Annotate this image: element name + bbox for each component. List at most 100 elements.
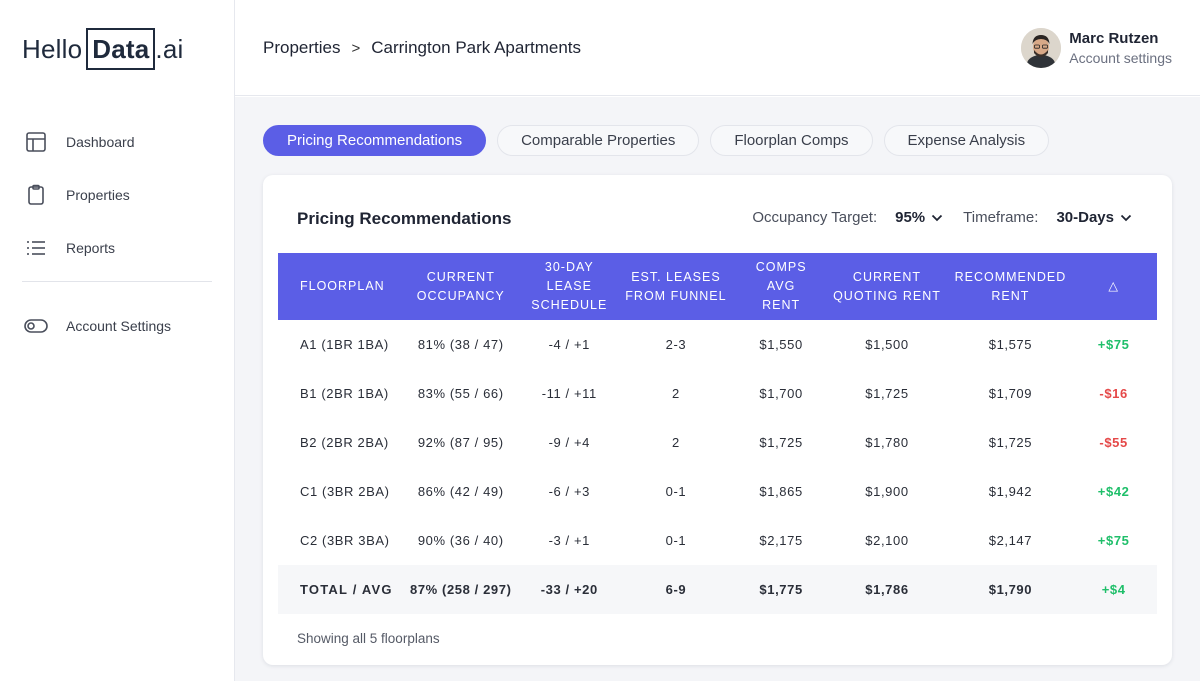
user-menu[interactable]: Marc Rutzen Account settings bbox=[1021, 28, 1172, 68]
sidebar-item-label: Reports bbox=[66, 240, 116, 256]
layout-icon bbox=[22, 128, 50, 156]
cell-floorplan: A1 (1BR 1BA) bbox=[300, 337, 389, 352]
cell-est-leases: 2 bbox=[672, 386, 680, 401]
cell-delta: +$4 bbox=[1101, 582, 1126, 597]
cell-delta: +$42 bbox=[1097, 484, 1130, 499]
cell-comps-avg-rent: $1,725 bbox=[759, 435, 803, 450]
cell-comps-avg-rent: $1,550 bbox=[759, 337, 803, 352]
tab-comparable-properties[interactable]: Comparable Properties bbox=[497, 125, 700, 156]
cell-comps-avg-rent: $1,700 bbox=[759, 386, 803, 401]
column-header-current-quoting-rent: Current Quoting Rent bbox=[833, 269, 941, 303]
chevron-down-icon bbox=[932, 214, 943, 221]
chevron-right-icon: > bbox=[351, 39, 361, 57]
cell-comps-avg-rent: $1,775 bbox=[759, 582, 803, 597]
logo[interactable]: Hello Data .ai bbox=[22, 28, 183, 70]
tab-expense-analysis[interactable]: Expense Analysis bbox=[883, 125, 1050, 156]
cell-current-occupancy: 87% (258 / 297) bbox=[410, 582, 512, 597]
cell-floorplan: C1 (3BR 2BA) bbox=[300, 484, 390, 499]
timeframe-dropdown[interactable]: 30-Days bbox=[1056, 209, 1132, 226]
sidebar-item-label: Properties bbox=[66, 187, 130, 203]
breadcrumb-root[interactable]: Properties bbox=[263, 38, 341, 57]
column-header-lease-schedule: 30-Day Lease Schedule bbox=[531, 260, 608, 312]
sidebar-item-properties[interactable]: Properties bbox=[22, 175, 212, 215]
cell-est-leases: 6-9 bbox=[665, 582, 687, 597]
tab-floorplan-comps[interactable]: Floorplan Comps bbox=[710, 125, 873, 156]
card-controls: Occupancy Target: 95% Timeframe: 30-Days bbox=[752, 209, 1132, 226]
breadcrumb-current: Carrington Park Apartments bbox=[371, 38, 582, 57]
sidebar-item-reports[interactable]: Reports bbox=[22, 228, 212, 268]
column-header-delta: △ bbox=[1108, 279, 1119, 293]
cell-floorplan: B1 (2BR 1BA) bbox=[300, 386, 389, 401]
cell-current-quoting-rent: $2,100 bbox=[865, 533, 909, 548]
user-name: Marc Rutzen bbox=[1069, 30, 1159, 47]
column-header-recommended-rent: Recommended Rent bbox=[954, 269, 1067, 303]
column-header-current-occupancy: Current Occupancy bbox=[416, 269, 505, 303]
table-body: A1 (1BR 1BA) 81% (38 / 47) -4 / +1 2-3 $1,55… bbox=[278, 320, 1157, 614]
card-title: Pricing Recommendations bbox=[297, 209, 512, 228]
cell-comps-avg-rent: $2,175 bbox=[759, 533, 803, 548]
cell-current-occupancy: 90% (36 / 40) bbox=[417, 533, 504, 548]
breadcrumb: Properties > Carrington Park Apartments bbox=[263, 38, 581, 58]
cell-delta: +$75 bbox=[1097, 533, 1130, 548]
account-settings-link[interactable]: Account settings bbox=[1069, 50, 1172, 66]
cell-delta: +$75 bbox=[1097, 337, 1130, 352]
column-header-floorplan: Floorplan bbox=[300, 279, 385, 293]
pricing-table: Floorplan Current Occupancy 30-Day Lease Sch… bbox=[278, 253, 1157, 614]
cell-current-quoting-rent: $1,780 bbox=[865, 435, 909, 450]
cell-recommended-rent: $2,147 bbox=[988, 533, 1033, 548]
cell-lease-schedule: -6 / +3 bbox=[548, 484, 590, 499]
sidebar-item-dashboard[interactable]: Dashboard bbox=[22, 122, 212, 162]
cell-delta: -$55 bbox=[1099, 435, 1128, 450]
sidebar-nav: Dashboard Properties Reports bbox=[22, 122, 212, 359]
table-row: B2 (2BR 2BA) 92% (87 / 95) -9 / +4 2 $1,725 $… bbox=[278, 418, 1157, 467]
clipboard-icon bbox=[22, 181, 50, 209]
cell-lease-schedule: -9 / +4 bbox=[548, 435, 590, 450]
table-total-row: TOTAL / AVG 87% (258 / 297) -33 / +20 6-9 $1… bbox=[278, 565, 1157, 614]
cell-current-quoting-rent: $1,500 bbox=[865, 337, 909, 352]
sidebar-item-account-settings[interactable]: Account Settings bbox=[22, 306, 212, 346]
cell-recommended-rent: $1,790 bbox=[988, 582, 1033, 597]
table-row: A1 (1BR 1BA) 81% (38 / 47) -4 / +1 2-3 $1,55… bbox=[278, 320, 1157, 369]
topbar: Properties > Carrington Park Apartments … bbox=[235, 0, 1200, 96]
avatar[interactable] bbox=[1021, 28, 1062, 68]
cell-recommended-rent: $1,942 bbox=[988, 484, 1033, 499]
logo-prefix: Hello bbox=[22, 33, 83, 64]
logo-boxed: Data bbox=[86, 28, 156, 70]
cell-current-occupancy: 86% (42 / 49) bbox=[417, 484, 504, 499]
cell-lease-schedule: -11 / +11 bbox=[541, 386, 597, 401]
cell-lease-schedule: -3 / +1 bbox=[548, 533, 590, 548]
cell-current-occupancy: 92% (87 / 95) bbox=[417, 435, 504, 450]
cell-delta: -$16 bbox=[1099, 386, 1128, 401]
column-header-comps-avg-rent: Comps Avg Rent bbox=[755, 260, 807, 312]
cell-recommended-rent: $1,725 bbox=[988, 435, 1033, 450]
cell-current-occupancy: 81% (38 / 47) bbox=[417, 337, 504, 352]
timeframe-value: 30-Days bbox=[1056, 209, 1114, 226]
tab-pricing-recommendations[interactable]: Pricing Recommendations bbox=[263, 125, 487, 156]
cell-est-leases: 0-1 bbox=[665, 484, 687, 499]
column-header-est-leases: Est. Leases from Funnel bbox=[625, 269, 727, 303]
cell-floorplan: B2 (2BR 2BA) bbox=[300, 435, 389, 450]
table-header-row: Floorplan Current Occupancy 30-Day Lease Sch… bbox=[278, 253, 1157, 320]
table-row: C2 (3BR 3BA) 90% (36 / 40) -3 / +1 0-1 $2,17… bbox=[278, 516, 1157, 565]
table-footer-note: Showing all 5 floorplans bbox=[297, 631, 440, 646]
main-content: Pricing Recommendations Comparable Prope… bbox=[235, 97, 1200, 681]
cell-floorplan: C2 (3BR 3BA) bbox=[300, 533, 390, 548]
cell-floorplan: TOTAL / AVG bbox=[300, 582, 393, 597]
cell-lease-schedule: -33 / +20 bbox=[540, 582, 598, 597]
cell-current-quoting-rent: $1,786 bbox=[865, 582, 909, 597]
sidebar-item-label: Account Settings bbox=[66, 318, 172, 334]
list-icon bbox=[22, 234, 50, 262]
cell-est-leases: 0-1 bbox=[665, 533, 687, 548]
pricing-card: Pricing Recommendations Occupancy Target… bbox=[263, 175, 1172, 665]
table-row: C1 (3BR 2BA) 86% (42 / 49) -6 / +3 0-1 $1,86… bbox=[278, 467, 1157, 516]
sidebar: Hello Data .ai Dashboard Properties bbox=[0, 0, 235, 681]
occupancy-target-value: 95% bbox=[895, 209, 926, 226]
cell-current-quoting-rent: $1,725 bbox=[865, 386, 909, 401]
cell-current-occupancy: 83% (55 / 66) bbox=[417, 386, 504, 401]
cell-recommended-rent: $1,709 bbox=[988, 386, 1033, 401]
toggle-icon bbox=[22, 312, 50, 340]
cell-current-quoting-rent: $1,900 bbox=[865, 484, 909, 499]
table-row: B1 (2BR 1BA) 83% (55 / 66) -11 / +11 2 $1,70… bbox=[278, 369, 1157, 418]
occupancy-target-dropdown[interactable]: 95% bbox=[895, 209, 943, 226]
cell-est-leases: 2-3 bbox=[665, 337, 687, 352]
